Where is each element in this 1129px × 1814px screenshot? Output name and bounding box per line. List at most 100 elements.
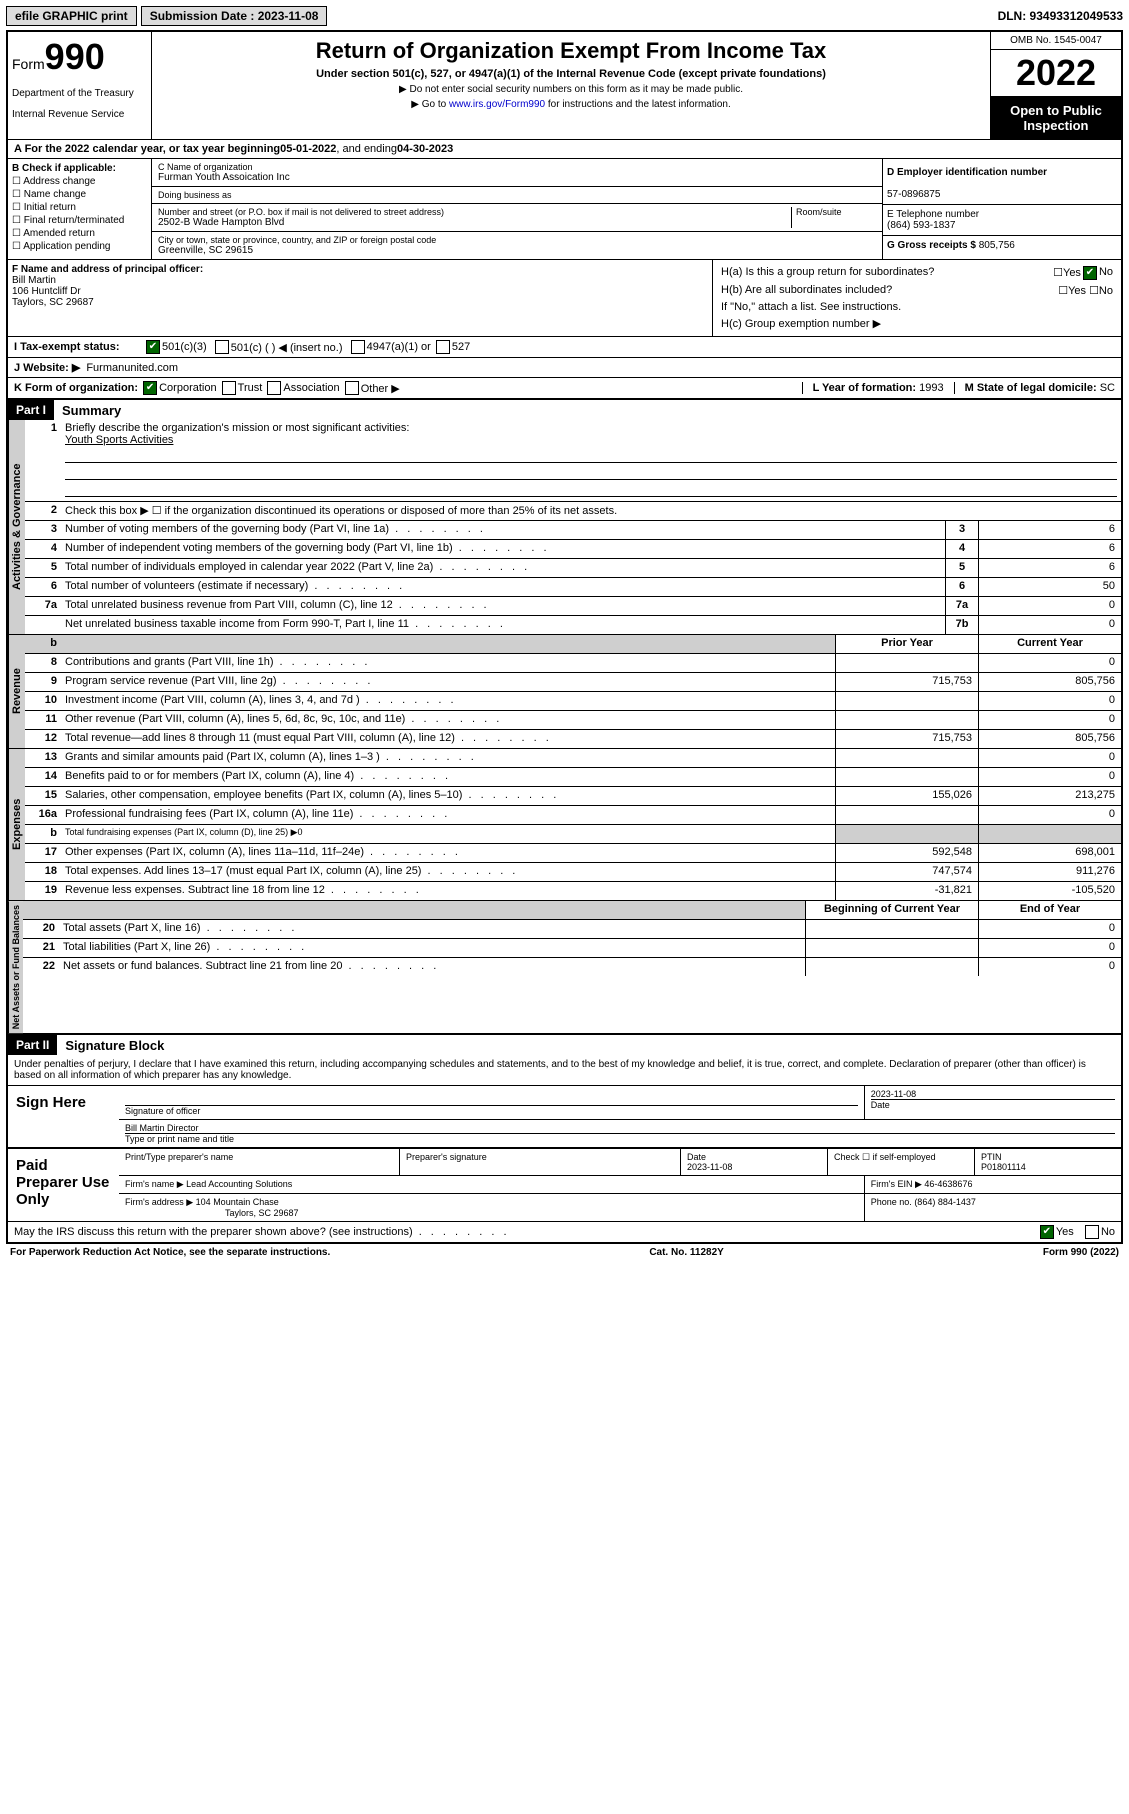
hb-yesno[interactable]: ☐Yes ☐No (1058, 284, 1113, 297)
officer-addr2: Taylors, SC 29687 (12, 297, 94, 308)
line-num: 5 (25, 559, 61, 577)
tab-expenses: Expenses (8, 749, 25, 900)
line-num: 7a (25, 597, 61, 615)
discuss-yesno: Yes No (1038, 1225, 1115, 1239)
form-link[interactable]: www.irs.gov/Form990 (449, 99, 545, 110)
line-prior: 747,574 (835, 863, 978, 881)
check-self[interactable]: Check ☐ if self-employed (828, 1149, 975, 1175)
section-revenue: Revenue b Prior Year Current Year 8 Cont… (8, 635, 1121, 749)
prep-date-cell: Date 2023-11-08 (681, 1149, 828, 1175)
f-label: F Name and address of principal officer: (12, 264, 203, 275)
line-cell: 4 (945, 540, 978, 558)
i-label: I Tax-exempt status: (14, 341, 144, 353)
chk-other[interactable] (345, 381, 359, 395)
rev-line: 12 Total revenue—add lines 8 through 11 … (25, 730, 1121, 748)
sig-officer-cell: Signature of officer (119, 1086, 865, 1119)
rev-line: 8 Contributions and grants (Part VIII, l… (25, 654, 1121, 673)
col-m: M State of legal domicile: SC (954, 382, 1115, 394)
line-text: Total assets (Part X, line 16) (59, 920, 805, 938)
line-current: 698,001 (978, 844, 1121, 862)
gov-line: 4 Number of independent voting members o… (25, 540, 1121, 559)
line-text: Benefits paid to or for members (Part IX… (61, 768, 835, 786)
q1-label: Briefly describe the organization's miss… (65, 422, 409, 434)
chk-trust[interactable] (222, 381, 236, 395)
opt-name: Name change (24, 189, 86, 200)
line-current: -105,520 (978, 882, 1121, 900)
col-c: C Name of organization Furman Youth Asso… (152, 159, 882, 259)
submission-date-btn[interactable]: Submission Date : 2023-11-08 (141, 6, 328, 26)
opt-527: 527 (452, 341, 470, 353)
website[interactable]: Furmanunited.com (86, 362, 178, 374)
gov-line: 3 Number of voting members of the govern… (25, 521, 1121, 540)
col-d: D Employer identification number 57-0896… (882, 159, 1121, 259)
line-begin (805, 939, 978, 957)
ha-no-chk[interactable] (1083, 266, 1097, 280)
exp-line: 18 Total expenses. Add lines 13–17 (must… (25, 863, 1121, 882)
col-b: B Check if applicable: ☐ Address change … (8, 159, 152, 259)
cell-orgname: C Name of organization Furman Youth Asso… (152, 159, 882, 187)
firm-phone-label: Phone no. (871, 1197, 912, 1207)
chk-amended[interactable]: ☐ Amended return (12, 228, 147, 239)
row-a-period: A For the 2022 calendar year, or tax yea… (8, 140, 1121, 159)
exp-line: 17 Other expenses (Part IX, column (A), … (25, 844, 1121, 863)
chk-address[interactable]: ☐ Address change (12, 176, 147, 187)
line-prior (835, 768, 978, 786)
line-num: 16a (25, 806, 61, 824)
line-current: 0 (978, 692, 1121, 710)
line-text: Total unrelated business revenue from Pa… (61, 597, 945, 615)
street-label: Number and street (or P.O. box if mail i… (158, 207, 791, 217)
exp-line: 16a Professional fundraising fees (Part … (25, 806, 1121, 825)
sig-date-cell: 2023-11-08 Date (865, 1086, 1121, 1119)
exp-line: b Total fundraising expenses (Part IX, c… (25, 825, 1121, 844)
chk-501c[interactable] (215, 340, 229, 354)
form-note1: ▶ Do not enter social security numbers o… (164, 84, 978, 95)
line-prior: 715,753 (835, 730, 978, 748)
gov-line: 7a Total unrelated business revenue from… (25, 597, 1121, 616)
col-b-header: B Check if applicable: (12, 163, 116, 174)
net-line: 21 Total liabilities (Part X, line 26) 0 (23, 939, 1121, 958)
section-governance: Activities & Governance 1 Briefly descri… (8, 420, 1121, 635)
gov-line: 6 Total number of volunteers (estimate i… (25, 578, 1121, 597)
chk-final[interactable]: ☐ Final return/terminated (12, 215, 147, 226)
chk-initial[interactable]: ☐ Initial return (12, 202, 147, 213)
line-prior (835, 711, 978, 729)
line-val: 6 (978, 521, 1121, 539)
line-text: Other expenses (Part IX, column (A), lin… (61, 844, 835, 862)
sig-officer-label: Signature of officer (125, 1105, 858, 1116)
chk-name[interactable]: ☐ Name change (12, 189, 147, 200)
line-current: 805,756 (978, 673, 1121, 691)
footer-right: Form 990 (2022) (1043, 1247, 1119, 1258)
net-blank-num (23, 901, 59, 919)
chk-assoc[interactable] (267, 381, 281, 395)
ha-yes[interactable]: ☐Yes (1053, 266, 1081, 280)
chk-pending[interactable]: ☐ Application pending (12, 241, 147, 252)
year-formation: 1993 (919, 382, 943, 394)
efile-btn[interactable]: efile GRAPHIC print (6, 6, 137, 26)
exp-line: 14 Benefits paid to or for members (Part… (25, 768, 1121, 787)
topbar: efile GRAPHIC print Submission Date : 20… (6, 6, 1123, 26)
city-label: City or town, state or province, country… (158, 235, 876, 245)
note2-pre: ▶ Go to (411, 99, 449, 110)
chk-527[interactable] (436, 340, 450, 354)
chk-corp[interactable] (143, 381, 157, 395)
ptin: P01801114 (981, 1162, 1026, 1172)
discuss-no-chk[interactable] (1085, 1225, 1099, 1239)
form-number: 990 (45, 36, 105, 77)
room-label: Room/suite (796, 207, 876, 217)
part-i-title: Summary (62, 403, 121, 418)
line-current: 805,756 (978, 730, 1121, 748)
firm-ein-label: Firm's EIN ▶ (871, 1179, 922, 1189)
chk-501c3[interactable] (146, 340, 160, 354)
sig-declaration: Under penalties of perjury, I declare th… (8, 1055, 1121, 1086)
opt-corp: Corporation (159, 382, 216, 394)
officer-name-cell: Bill Martin Director Type or print name … (119, 1120, 1121, 1147)
officer-addr1: 106 Huntcliff Dr (12, 286, 81, 297)
chk-4947[interactable] (351, 340, 365, 354)
m-label: M State of legal domicile: (965, 382, 1097, 394)
net-line: 20 Total assets (Part X, line 16) 0 (23, 920, 1121, 939)
state-domicile: SC (1100, 382, 1115, 394)
line-text: Number of voting members of the governin… (61, 521, 945, 539)
line-num: 13 (25, 749, 61, 767)
discuss-yes-chk[interactable] (1040, 1225, 1054, 1239)
sign-here-label: Sign Here (8, 1086, 119, 1147)
